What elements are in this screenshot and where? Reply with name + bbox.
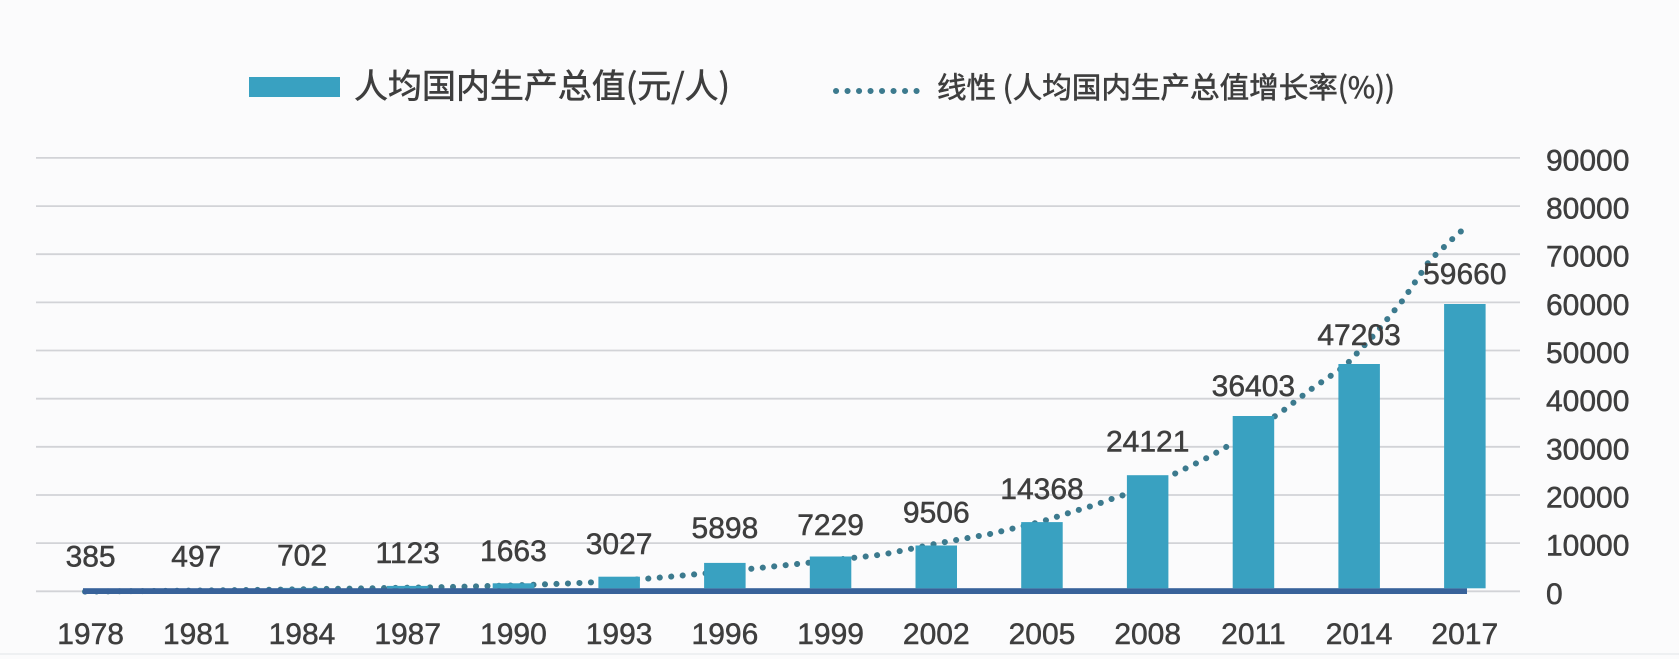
svg-text:90000: 90000 xyxy=(1546,144,1629,177)
svg-text:59660: 59660 xyxy=(1423,258,1506,291)
svg-text:1978: 1978 xyxy=(57,618,124,651)
svg-text:2008: 2008 xyxy=(1114,618,1181,651)
svg-text:1990: 1990 xyxy=(480,618,547,651)
svg-text:1984: 1984 xyxy=(269,618,336,651)
svg-text:0: 0 xyxy=(1546,578,1563,611)
svg-text:36403: 36403 xyxy=(1212,370,1295,403)
svg-text:24121: 24121 xyxy=(1106,426,1189,459)
svg-text:1123: 1123 xyxy=(375,537,440,570)
svg-text:385: 385 xyxy=(66,541,116,574)
svg-text:2014: 2014 xyxy=(1326,618,1393,651)
svg-text:7229: 7229 xyxy=(797,509,864,542)
svg-text:2005: 2005 xyxy=(1009,618,1076,651)
svg-text:5898: 5898 xyxy=(692,512,759,545)
svg-text:497: 497 xyxy=(171,541,221,574)
svg-text:14368: 14368 xyxy=(1000,473,1083,506)
svg-text:1996: 1996 xyxy=(692,618,759,651)
svg-text:60000: 60000 xyxy=(1546,289,1629,322)
svg-text:40000: 40000 xyxy=(1546,385,1629,418)
svg-text:2017: 2017 xyxy=(1431,618,1498,651)
svg-text:2002: 2002 xyxy=(903,618,970,651)
svg-text:47203: 47203 xyxy=(1317,319,1400,352)
svg-text:30000: 30000 xyxy=(1546,433,1629,466)
svg-text:3027: 3027 xyxy=(586,528,653,561)
svg-text:20000: 20000 xyxy=(1546,482,1629,515)
svg-text:70000: 70000 xyxy=(1546,241,1629,274)
svg-text:1663: 1663 xyxy=(480,535,547,568)
svg-text:702: 702 xyxy=(277,540,327,573)
svg-text:10000: 10000 xyxy=(1546,530,1629,563)
svg-text:9506: 9506 xyxy=(903,497,970,530)
svg-text:1981: 1981 xyxy=(163,618,230,651)
svg-text:50000: 50000 xyxy=(1546,337,1629,370)
svg-text:1999: 1999 xyxy=(797,618,864,651)
svg-text:1993: 1993 xyxy=(586,618,653,651)
svg-text:2011: 2011 xyxy=(1221,618,1286,651)
svg-text:1987: 1987 xyxy=(374,618,441,651)
svg-text:80000: 80000 xyxy=(1546,193,1629,226)
